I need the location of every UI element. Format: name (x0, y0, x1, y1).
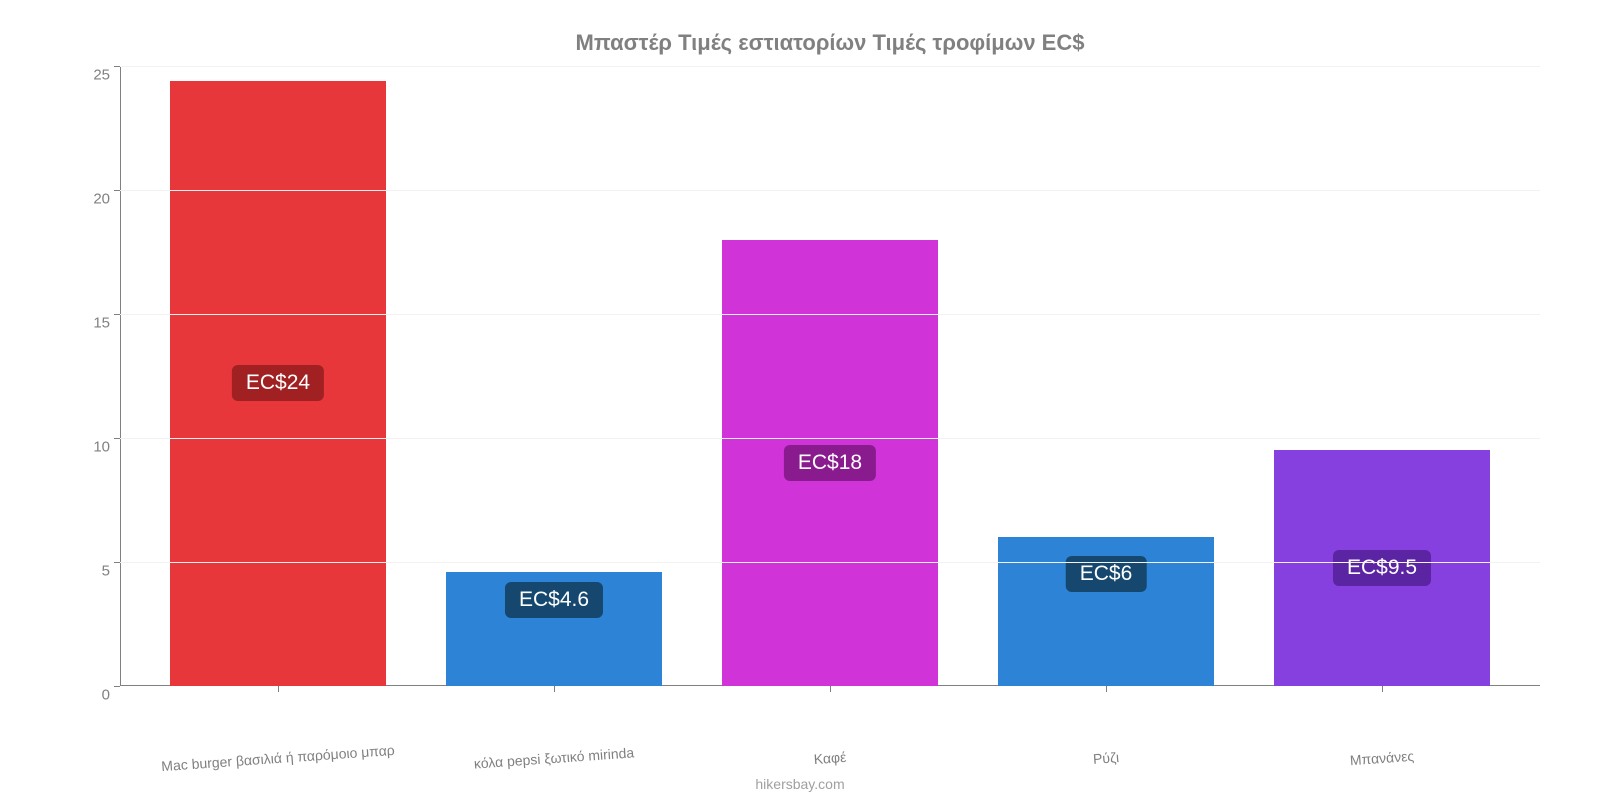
bars-group: EC$24 EC$4.6 EC$18 EC$6 EC$9.5 (120, 66, 1540, 686)
y-tick-label: 15 (70, 315, 110, 332)
y-tick-label: 10 (70, 439, 110, 456)
bar: EC$18 (722, 240, 937, 686)
plot-area: EC$24EC$4.6EC$18EC$6EC$9.5 0510152025 (120, 66, 1540, 686)
grid-line (120, 190, 1540, 191)
bar-slot: EC$24 (140, 66, 416, 686)
y-tick-mark (114, 686, 120, 687)
grid-line (120, 438, 1540, 439)
grid-line (120, 314, 1540, 315)
y-tick-mark (114, 314, 120, 315)
chart-title: Μπαστέρ Τιμές εστιατορίων Τιμές τροφίμων… (120, 30, 1540, 56)
chart-footer: hikersbay.com (0, 776, 1600, 792)
y-tick-mark (114, 438, 120, 439)
y-tick-label: 5 (70, 563, 110, 580)
bar-value-label: EC$9.5 (1333, 550, 1431, 586)
x-tick-mark (1106, 686, 1107, 692)
y-tick-label: 25 (70, 67, 110, 84)
bar: EC$4.6 (446, 572, 661, 686)
bar-slot: EC$9.5 (1244, 66, 1520, 686)
bar-value-label: EC$4.6 (505, 582, 603, 618)
x-tick-mark (830, 686, 831, 692)
bar-slot: EC$4.6 (416, 66, 692, 686)
y-tick-mark (114, 66, 120, 67)
bar-slot: EC$6 (968, 66, 1244, 686)
bar: EC$9.5 (1274, 450, 1489, 686)
y-tick-mark (114, 190, 120, 191)
y-tick-label: 0 (70, 687, 110, 704)
bar: EC$6 (998, 537, 1213, 686)
bar: EC$24 (170, 81, 385, 686)
bar-value-label: EC$24 (232, 365, 324, 401)
chart-container: Μπαστέρ Τιμές εστιατορίων Τιμές τροφίμων… (0, 0, 1600, 800)
grid-line (120, 562, 1540, 563)
y-tick-mark (114, 562, 120, 563)
bar-slot: EC$18 (692, 66, 968, 686)
bar-value-label: EC$18 (784, 445, 876, 481)
x-tick-mark (554, 686, 555, 692)
x-tick-mark (278, 686, 279, 692)
x-tick-mark (1382, 686, 1383, 692)
x-axis-labels: Mac burger βασιλιά ή παρόμοιο μπαρκόλα p… (120, 744, 1540, 760)
grid-line (120, 66, 1540, 67)
y-tick-label: 20 (70, 191, 110, 208)
